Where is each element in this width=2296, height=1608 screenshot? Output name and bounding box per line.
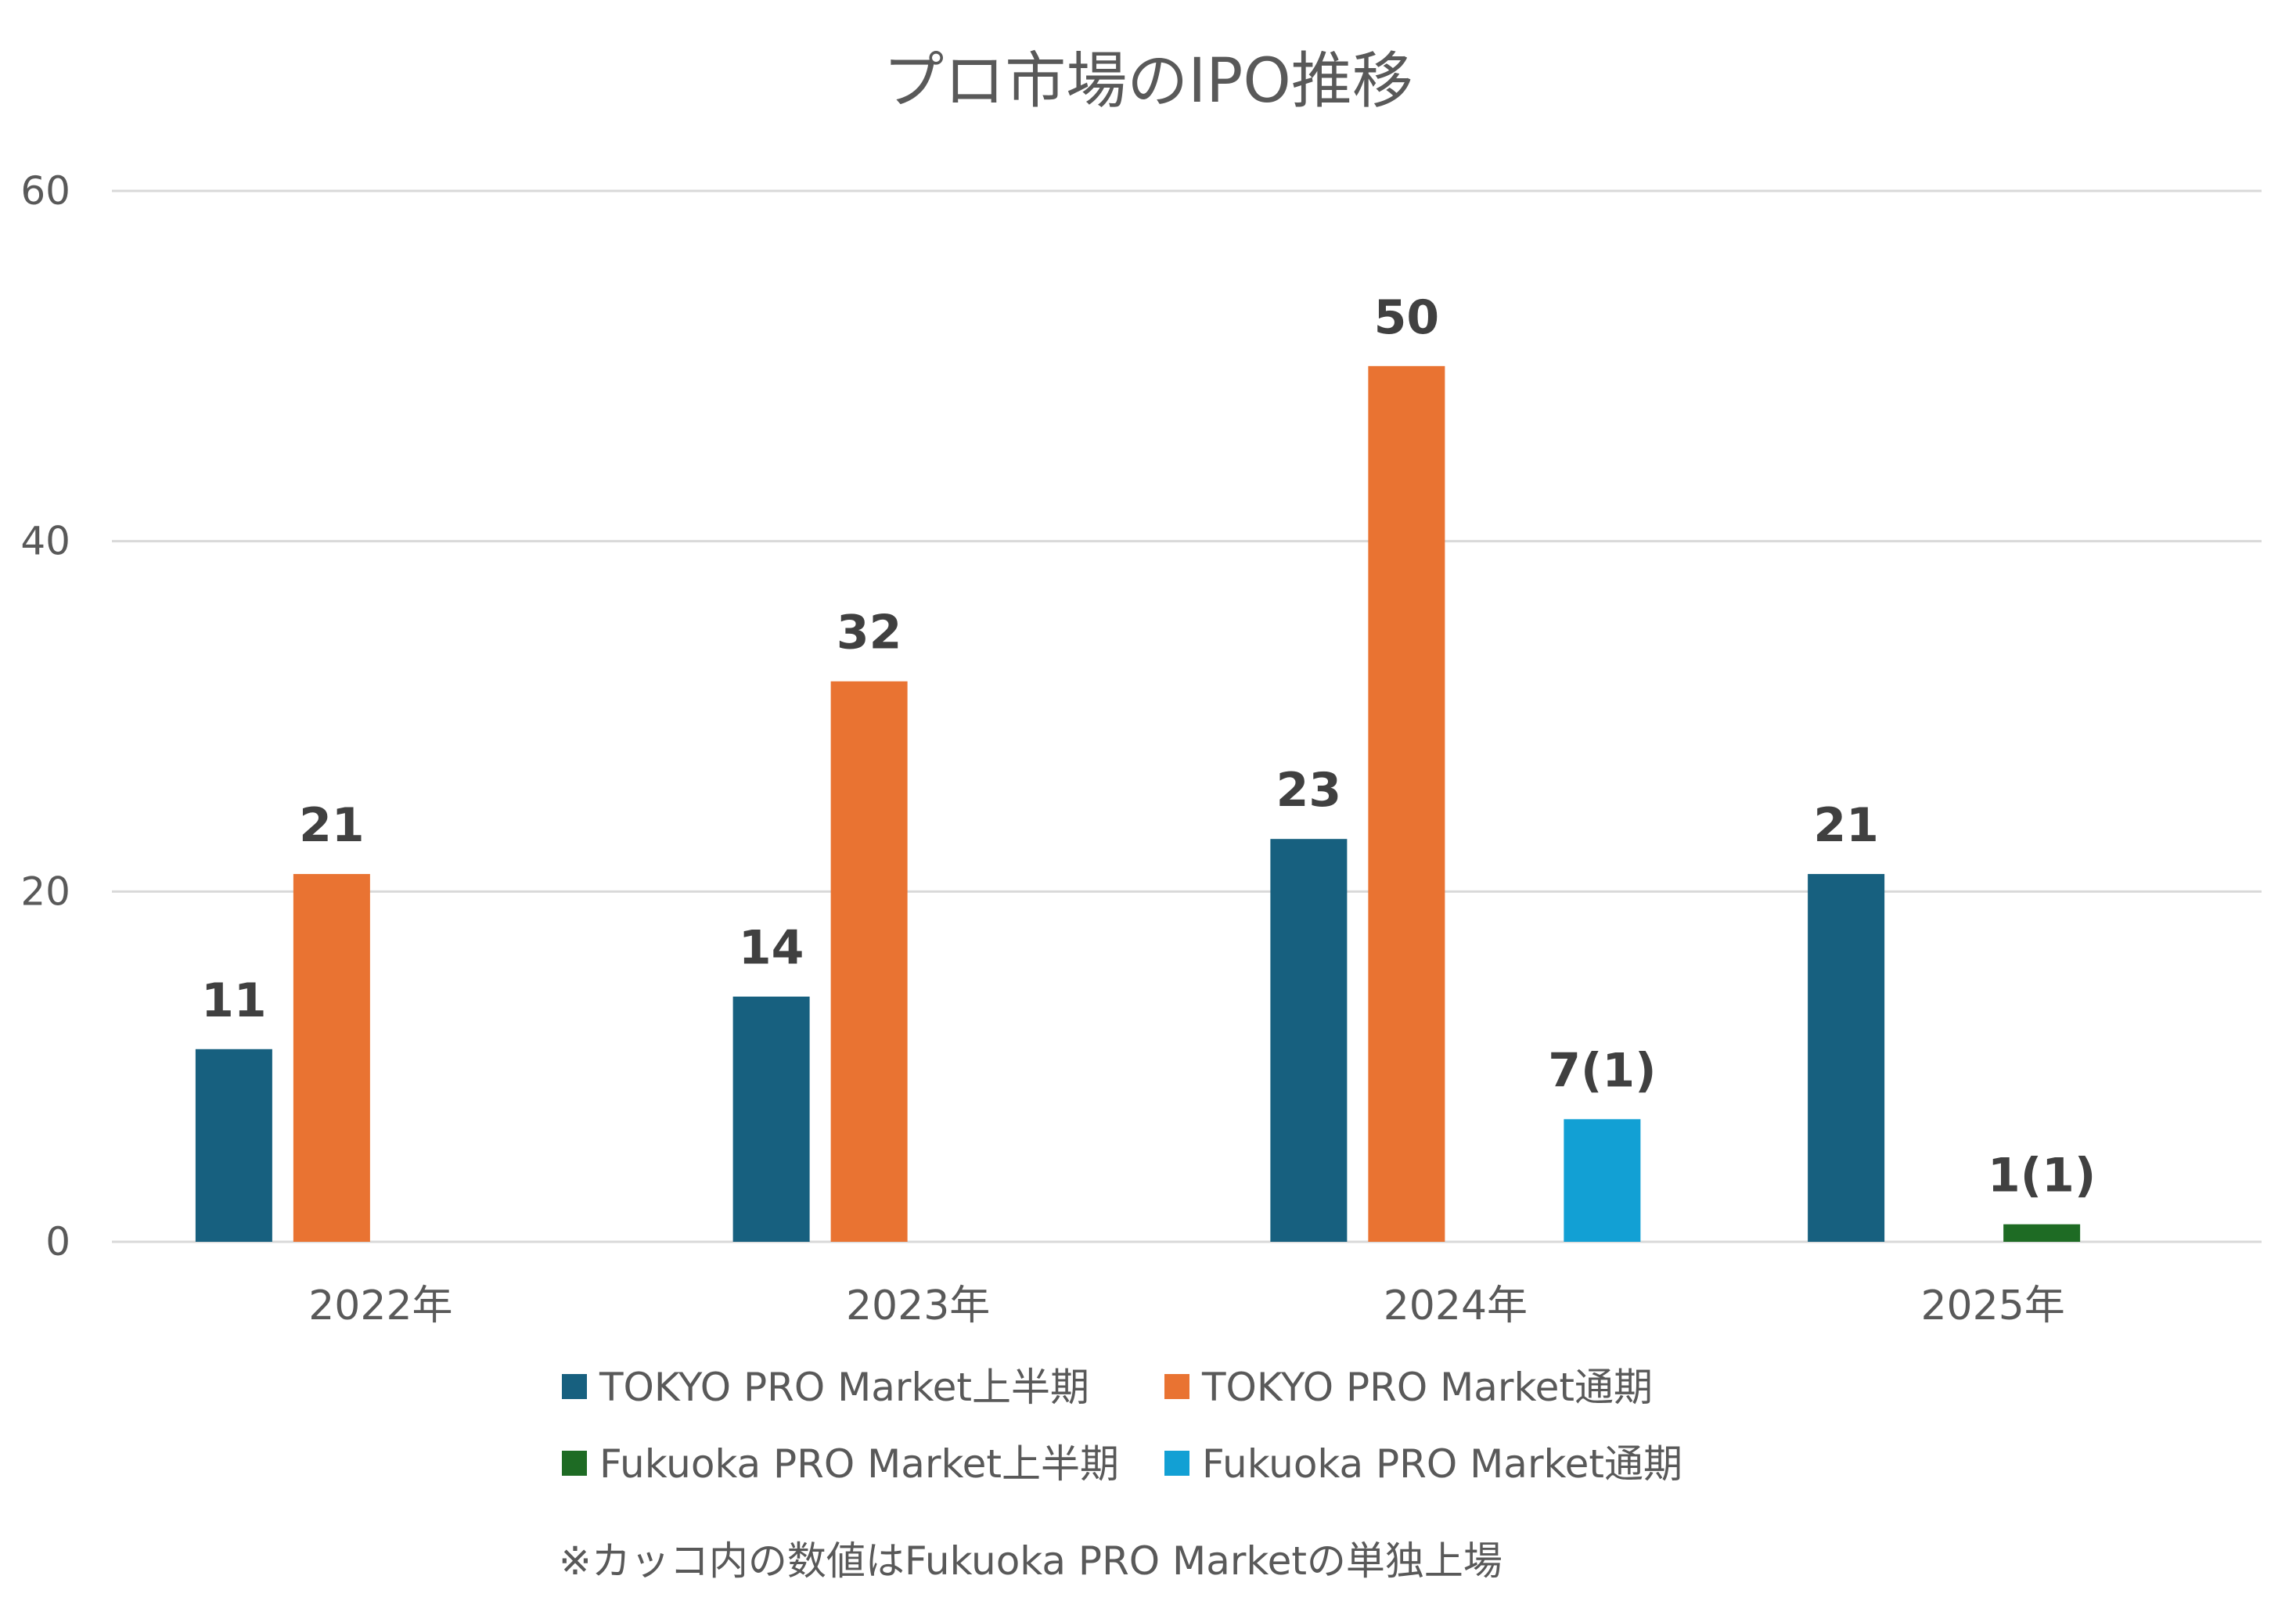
data-label: 21 <box>1813 798 1879 853</box>
data-labels: 11 21 14 32 23 50 7(1) 21 1(1) <box>201 290 2096 1203</box>
y-tick-label: 0 <box>45 1219 70 1264</box>
data-label: 23 <box>1276 763 1342 818</box>
y-tick-label: 20 <box>20 869 70 914</box>
chart-title: プロ市場のIPO推移 <box>883 46 1413 117</box>
legend-label: Fukuoka PRO Market通期 <box>1202 1441 1682 1487</box>
data-label: 1(1) <box>1988 1149 2096 1203</box>
legend-label: Fukuoka PRO Market上半期 <box>599 1441 1119 1487</box>
x-axis-ticks: 2022年 2023年 2024年 2025年 <box>308 1282 2065 1329</box>
legend-swatch <box>562 1374 587 1399</box>
legend-swatch <box>1164 1374 1189 1399</box>
gridlines <box>112 189 2262 1243</box>
data-label: 50 <box>1374 290 1440 345</box>
legend-swatch <box>1164 1451 1189 1476</box>
bar-2025年-series-2 <box>2003 1224 2081 1242</box>
bar-2023年-series-0 <box>732 996 810 1242</box>
bar-2022年-series-1 <box>293 873 370 1242</box>
bar-2025年-series-0 <box>1808 873 1885 1242</box>
legend: TOKYO PRO Market上半期 TOKYO PRO Market通期 Fuk… <box>562 1365 1682 1487</box>
y-tick-label: 60 <box>20 168 70 214</box>
x-tick-label: 2025年 <box>1920 1282 2064 1329</box>
data-label: 32 <box>837 606 902 660</box>
x-tick-label: 2024年 <box>1384 1282 1528 1329</box>
bars <box>195 365 2081 1242</box>
x-tick-label: 2022年 <box>308 1282 452 1329</box>
y-tick-label: 40 <box>20 519 70 564</box>
bar-2022年-series-0 <box>195 1049 272 1242</box>
data-label: 7(1) <box>1548 1043 1656 1098</box>
bar-2024年-series-3 <box>1564 1119 1641 1242</box>
legend-label: TOKYO PRO Market上半期 <box>599 1365 1089 1410</box>
data-label: 14 <box>739 921 804 976</box>
x-tick-label: 2023年 <box>846 1282 990 1329</box>
bar-2023年-series-1 <box>830 681 908 1242</box>
legend-swatch <box>562 1451 587 1476</box>
legend-label: TOKYO PRO Market通期 <box>1201 1365 1653 1410</box>
bar-2024年-series-1 <box>1368 365 1445 1242</box>
y-axis-ticks: 0 20 40 60 <box>20 168 70 1264</box>
data-label: 21 <box>299 798 365 853</box>
data-label: 11 <box>201 973 267 1028</box>
bar-2024年-series-0 <box>1270 839 1348 1242</box>
chart-note: ※カッコ内の数値はFukuoka PRO Marketの単独上場 <box>559 1538 1502 1584</box>
